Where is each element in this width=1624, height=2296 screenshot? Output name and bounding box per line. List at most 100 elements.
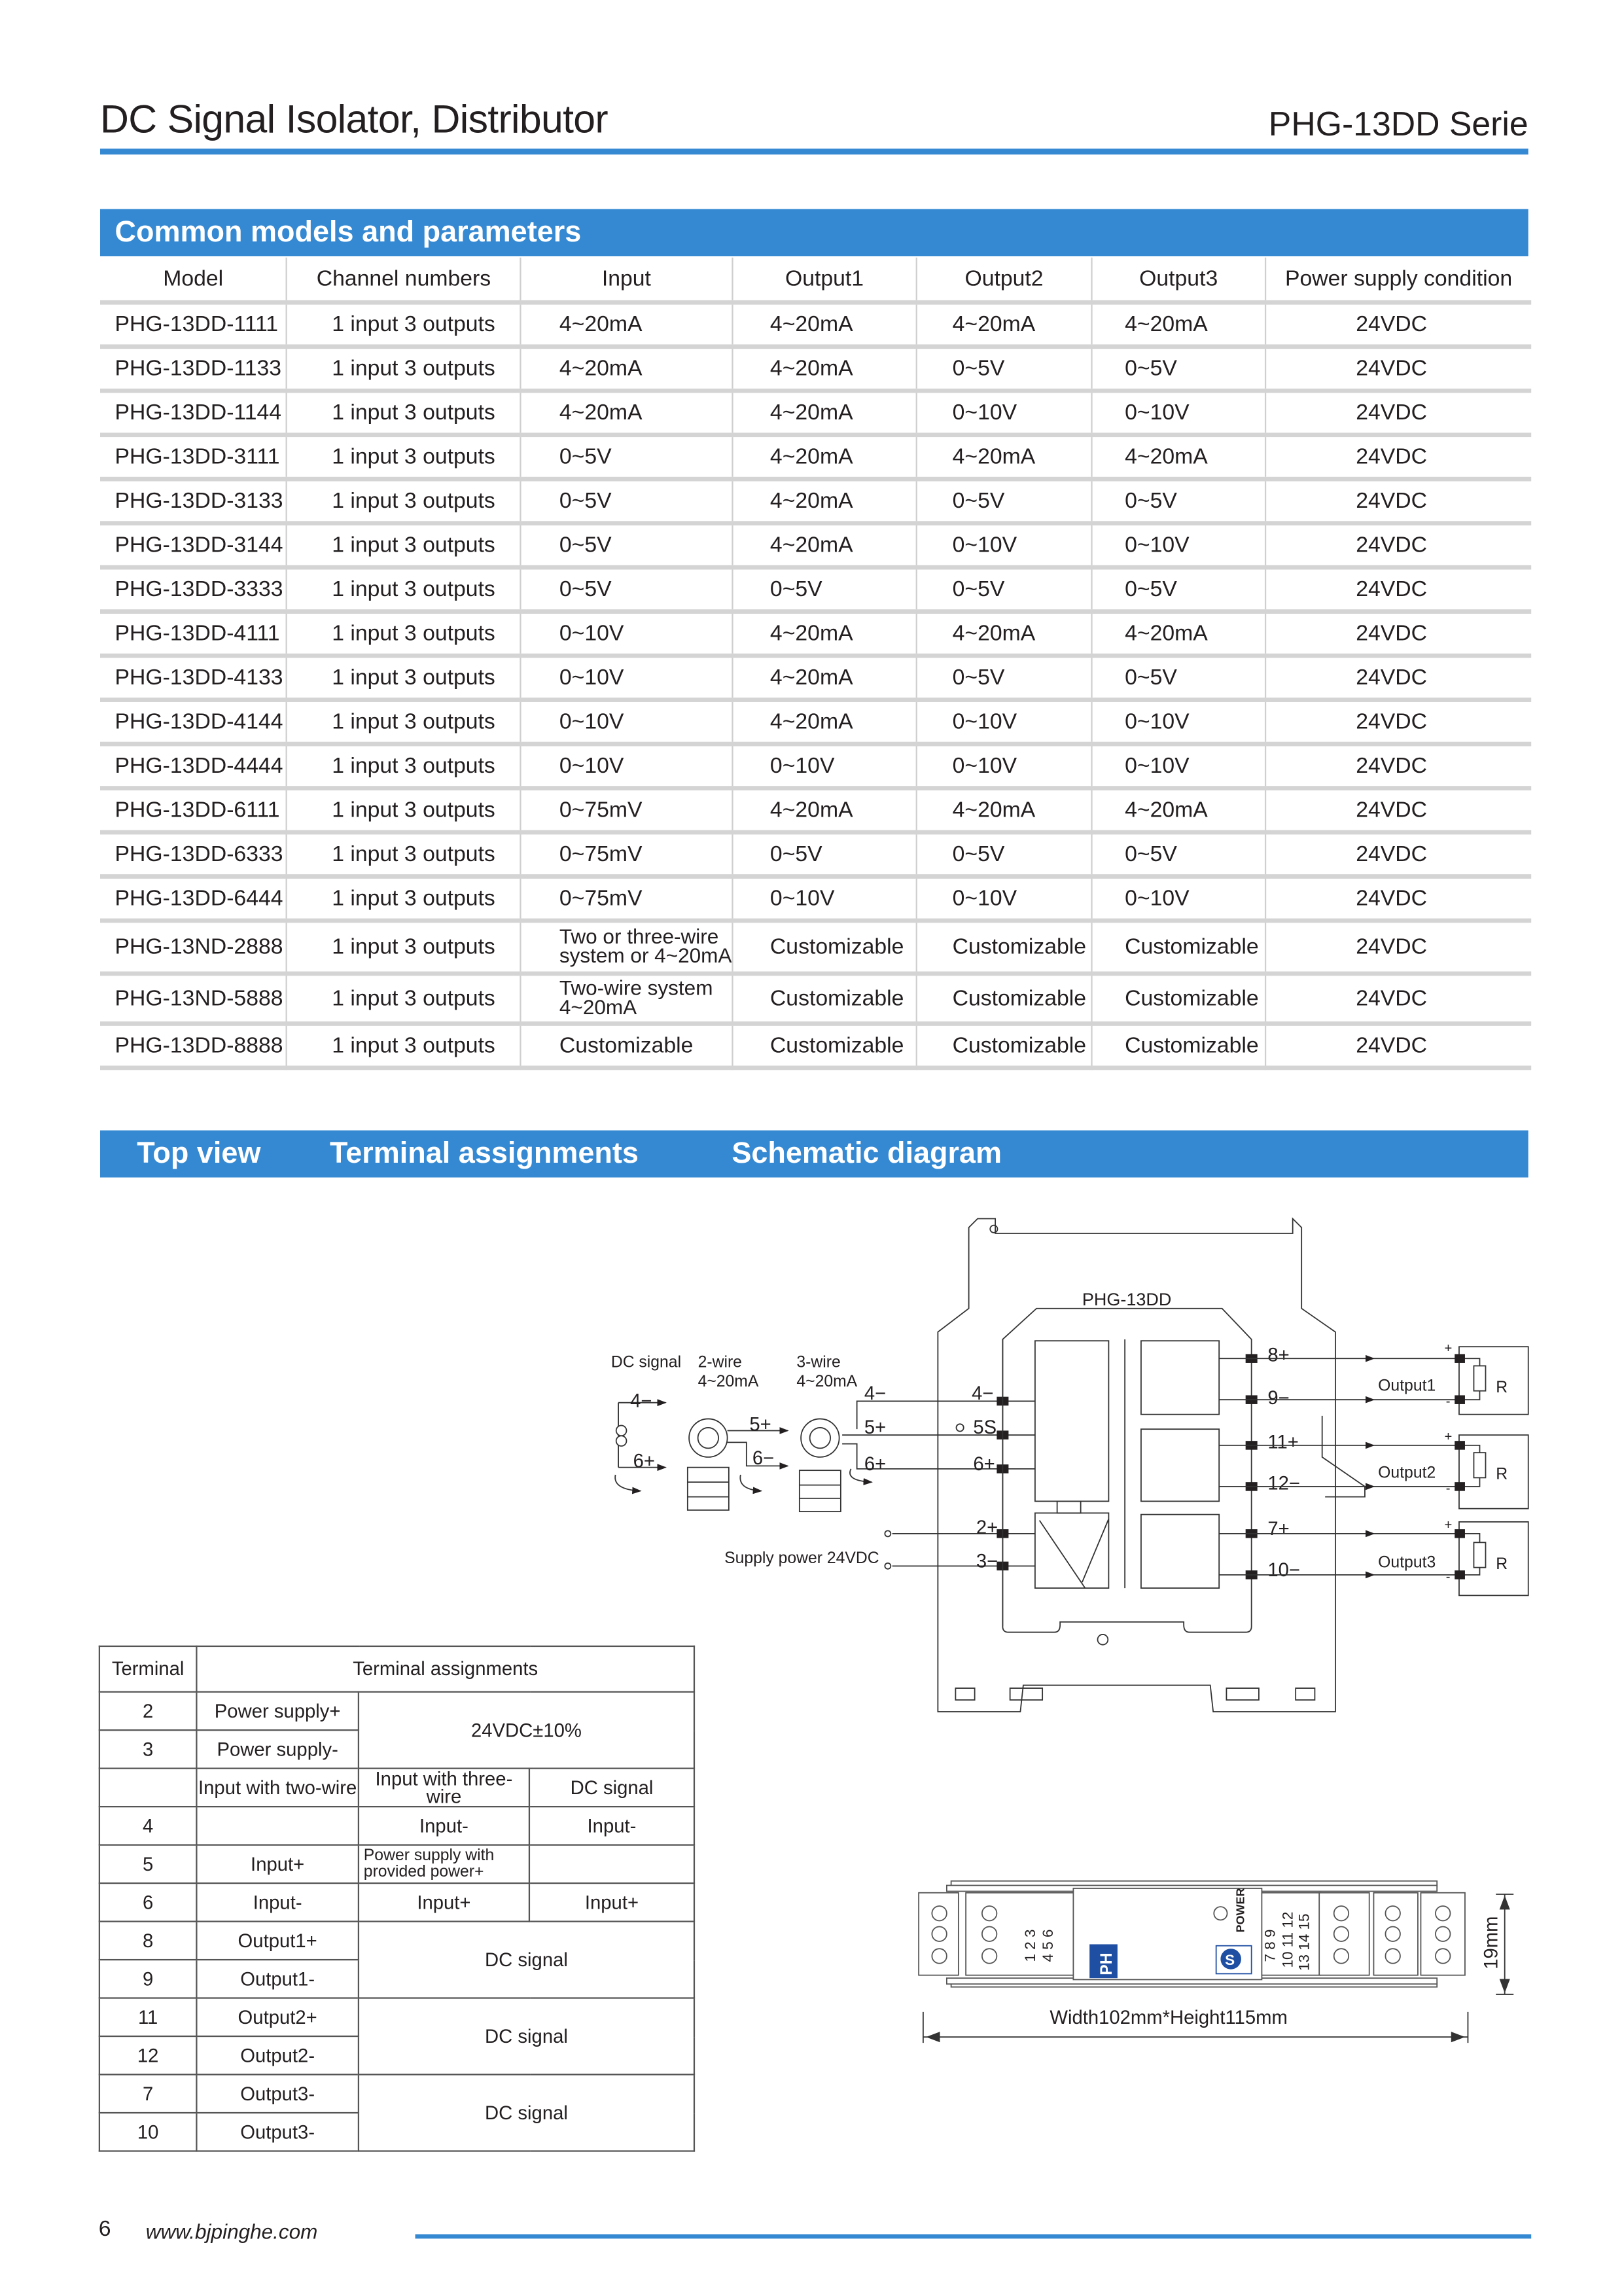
model-cell: 1 input 3 outputs	[286, 875, 521, 920]
model-row: PHG-13DD-4444 1 input 3 outputs 0~10V 0~10V…	[100, 743, 1532, 788]
svg-text:S: S	[1225, 1952, 1235, 1968]
model-cell: PHG-13DD-1144	[115, 399, 282, 425]
output-wiring	[1002, 1339, 1459, 1627]
model-cell: 0~75mV	[520, 787, 733, 832]
two-wire-plus-label: 5+	[749, 1414, 771, 1435]
model-cell: 24VDC	[1264, 654, 1532, 699]
out-11-label: 11+	[1267, 1432, 1298, 1453]
model-cell: PHG-13DD-3111	[115, 444, 280, 469]
model-cell: Customizable	[1091, 919, 1265, 973]
model-cell: 1 input 3 outputs	[286, 972, 521, 1023]
model-cell: 0~10V	[1091, 743, 1265, 788]
model-cell: Customizable	[732, 1023, 917, 1067]
model-cell: 24VDC	[1264, 699, 1532, 743]
model-cell: 24VDC	[1264, 478, 1532, 523]
terminal-numbers-right-2: 10 11 12	[1280, 1912, 1296, 1968]
model-cell: 1 input 3 outputs	[286, 919, 521, 973]
resistor-label: R	[1496, 1466, 1508, 1483]
model-cell: 4~20mA	[732, 478, 917, 523]
model-cell: 1 input 3 outputs	[286, 390, 521, 434]
terminal-assignment-table: Terminal Terminal assignments 2 Power supp…	[98, 1645, 696, 2152]
models-table: Model Channel numbers Input Output1 Output2 O…	[100, 257, 1532, 1070]
output3-signal-cell: DC signal	[357, 2074, 696, 2152]
terminal-number: 2	[98, 1691, 198, 1731]
input-labels: DC signal 2-wire 4~20mA 3-wire 4~20mA Su…	[611, 1354, 879, 1567]
model-cell: 4~20mA	[1091, 787, 1265, 832]
model-cell: 1 input 3 outputs	[286, 610, 521, 655]
model-row: PHG-13DD-4133 1 input 3 outputs 0~10V 4~20m…	[100, 654, 1532, 699]
model-cell: 0~10V	[1091, 522, 1265, 567]
power-spec-cell: 24VDC±10%	[357, 1691, 696, 1769]
model-row: PHG-13DD-4111 1 input 3 outputs 0~10V 4~20m…	[100, 610, 1532, 655]
model-cell: 0~5V	[915, 654, 1092, 699]
header-divider	[100, 149, 1528, 155]
terminal-number: 4	[98, 1806, 198, 1846]
header-terminal: Terminal	[98, 1645, 198, 1693]
model-cell: 1 input 3 outputs	[286, 787, 521, 832]
output-loads: Output1 Output2 Output3 R R R + - + - + …	[1378, 1341, 1529, 1597]
terminal-assignments-heading: Terminal assignments	[330, 1137, 639, 1171]
model-cell: 0~10V	[1091, 390, 1265, 434]
model-cell: 4~20mA	[915, 302, 1092, 346]
model-cell: 0~10V	[520, 610, 733, 655]
terminal-labels: 4− 6+ 5+ 6− 4− 5+ 6+ 4− 5S 6+ 2+ 3− 8+ 9…	[630, 1345, 1300, 1581]
assignment-cell: Power supply-	[196, 1729, 360, 1769]
terminal-numbers-left-2: 4 5 6	[1040, 1929, 1056, 1962]
model-cell: 0~5V	[1091, 567, 1265, 611]
model-cell: 0~75mV	[520, 831, 733, 876]
assignment-cell: Output1-	[196, 1958, 360, 1999]
section-header-diagrams: Top view Terminal assignments Schematic …	[100, 1130, 1528, 1178]
model-cell: 4~20mA	[520, 345, 733, 391]
model-cell: Two or three-wire system or 4~20mA	[520, 919, 733, 973]
assignment-cell: Input+	[196, 1844, 360, 1884]
model-cell: PHG-13DD-3333	[115, 576, 283, 601]
device-housing	[937, 1217, 1366, 1712]
out-9-label: 9−	[1267, 1388, 1289, 1409]
output1-label: Output1	[1378, 1377, 1436, 1395]
model-cell: 0~10V	[915, 875, 1092, 920]
model-cell: PHG-13DD-1133	[115, 355, 282, 381]
model-cell: 24VDC	[1264, 831, 1532, 876]
model-row: PHG-13DD-3144 1 input 3 outputs 0~5V 4~20mA…	[100, 522, 1532, 567]
terminal-number: 12	[98, 2035, 198, 2075]
header-assignments: Terminal assignments	[196, 1645, 696, 1693]
model-cell: 0~10V	[1091, 699, 1265, 743]
terminal-screw-icons	[931, 1905, 1451, 1964]
three-wire-transmitter-icon	[798, 1418, 841, 1513]
model-cell: 4~20mA	[915, 434, 1092, 479]
model-cell: 1 input 3 outputs	[286, 345, 521, 391]
model-cell: 4~20mA	[732, 787, 917, 832]
website-link[interactable]: www.bjpinghe.com	[145, 2219, 318, 2244]
model-cell: Customizable	[1091, 972, 1265, 1023]
terminal-number: 7	[98, 2074, 198, 2114]
terminal-numbers-right-1: 7 8 9	[1262, 1929, 1279, 1962]
assignment-cell: Power supply+	[196, 1691, 360, 1731]
models-header-row: Model Channel numbers Input Output1 Output2 O…	[100, 257, 1532, 302]
model-cell: 24VDC	[1264, 610, 1532, 655]
model-cell: 4~20mA	[732, 345, 917, 391]
minus-label: -	[1446, 1481, 1451, 1496]
model-cell: 24VDC	[1264, 390, 1532, 434]
model-cell: 1 input 3 outputs	[286, 567, 521, 611]
output1-signal-cell: DC signal	[357, 1920, 696, 1999]
model-cell: 0~10V	[915, 390, 1092, 434]
terminal-squares	[997, 1354, 1258, 1580]
device-model-label: PHG-13DD	[1082, 1290, 1171, 1309]
three-wire-label: 3-wire	[796, 1354, 840, 1371]
terminal-number: 8	[98, 1920, 198, 1961]
model-cell: 4~20mA	[732, 522, 917, 567]
model-cell: PHG-13DD-4133	[115, 664, 283, 690]
plus-label: +	[1444, 1341, 1452, 1356]
model-row: PHG-13DD-1111 1 input 3 outputs 4~20mA 4~20…	[100, 302, 1532, 346]
model-cell: 1 input 3 outputs	[286, 522, 521, 567]
model-cell: Customizable	[520, 1023, 733, 1067]
model-row: PHG-13DD-4144 1 input 3 outputs 0~10V 4~20m…	[100, 699, 1532, 743]
model-cell: Two-wire system 4~20mA	[520, 972, 733, 1023]
section-header-models: Common models and parameters	[100, 209, 1528, 256]
model-cell: 0~5V	[915, 831, 1092, 876]
model-cell: 24VDC	[1264, 743, 1532, 788]
model-cell: Customizable	[732, 919, 917, 973]
dc-signal-source-icon	[615, 1424, 627, 1447]
model-cell: 1 input 3 outputs	[286, 478, 521, 523]
